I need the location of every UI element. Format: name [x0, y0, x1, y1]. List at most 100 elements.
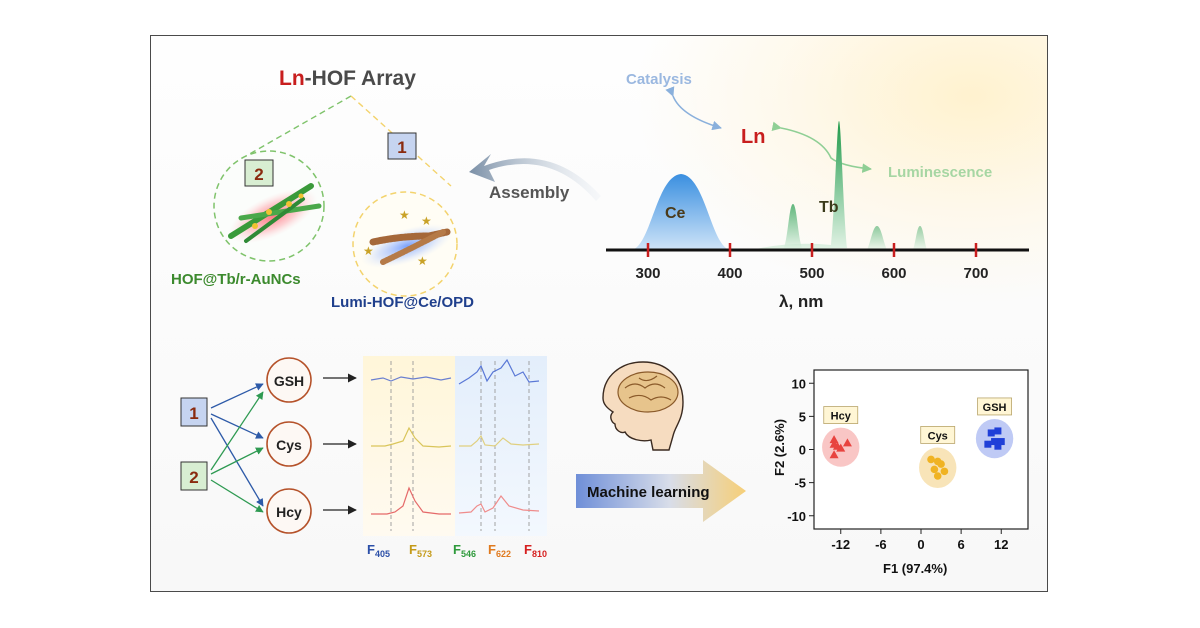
x-ticks: -12 -6 0 6 12 — [831, 529, 1008, 552]
y-ticks: 10 5 0 -5 -10 — [787, 376, 814, 524]
point-gsh — [997, 438, 1005, 446]
luminescence-arrow — [771, 121, 872, 173]
wavelength-tick-label-600: 600 — [881, 265, 906, 282]
point-gsh — [991, 438, 999, 446]
x-tick-label: 12 — [994, 537, 1008, 552]
catalysis-label: Catalysis — [626, 71, 692, 88]
cluster-label-gsh: GSH — [983, 402, 1007, 414]
catalysis-arrow — [665, 86, 722, 131]
cluster-labels: Hcy Cys GSH — [823, 397, 1012, 444]
analyte-cys-label: Cys — [276, 437, 302, 453]
ce-peak — [631, 174, 731, 250]
x-tick-label: -12 — [831, 537, 850, 552]
probe1-box-label: 1 — [397, 138, 406, 157]
connector-probe2 — [245, 95, 352, 157]
y-tick-label: 0 — [799, 443, 806, 458]
point-hcy — [829, 435, 839, 444]
svg-text:★: ★ — [417, 254, 428, 268]
feature-guides — [390, 361, 530, 531]
luminescence-label: Luminescence — [888, 164, 992, 181]
analyte-gsh-label: GSH — [274, 373, 304, 389]
array2-label: 2 — [189, 468, 198, 487]
point-gsh — [987, 429, 995, 437]
array-arrows — [210, 383, 264, 513]
tb-peak-620 — [913, 226, 927, 250]
x-axis-label: F1 (97.4%) — [883, 561, 947, 576]
feature-label-622: F622 — [488, 542, 511, 559]
probe1-name: Lumi-HOF@Ce/OPD — [331, 294, 474, 311]
y-tick-label: -5 — [794, 476, 806, 491]
assembly-label: Assembly — [489, 183, 570, 202]
connector-probe1 — [350, 95, 452, 187]
x-tick-label: 0 — [917, 537, 924, 552]
analyte-hcy-label: Hcy — [276, 504, 302, 520]
cluster-label-box-gsh — [977, 397, 1012, 416]
array1-label: 1 — [189, 404, 198, 423]
probe2-box-label: 2 — [254, 165, 263, 184]
ln-center-label: Ln — [741, 126, 765, 148]
point-gsh — [994, 442, 1002, 450]
point-cys — [930, 465, 939, 474]
feature-label-810: F810 — [524, 542, 547, 559]
hof-particles-brown — [369, 228, 451, 265]
feature-label-573: F573 — [409, 542, 432, 559]
y-axis-label: F2 (2.6%) — [772, 419, 787, 476]
response-spectra — [370, 358, 540, 515]
hof-rods-green — [228, 183, 322, 243]
figure-frame: Ln-HOF Array 2 HOF@Tb/r-AuNCs ★ ★ ★ ★ 1 … — [150, 35, 1048, 592]
x-tick-label: -6 — [875, 537, 887, 552]
wavelength-ticks: 300 400 500 600 700 — [635, 243, 989, 282]
array2-box — [180, 461, 208, 491]
analyte-cys: Cys — [266, 421, 312, 467]
feature-labels: F405 F573 F546 F622 F810 — [367, 542, 547, 559]
point-hcy — [829, 450, 839, 459]
point-gsh — [994, 427, 1002, 435]
feature-label-405: F405 — [367, 542, 390, 559]
point-cys — [927, 455, 935, 464]
y-tick-label: -10 — [787, 509, 806, 524]
analyte-hcy: Hcy — [266, 488, 312, 534]
feature-label-546: F546 — [453, 542, 476, 559]
assembly-arrow — [469, 154, 601, 201]
tb-peak-585 — [867, 226, 887, 250]
probe1-box — [387, 132, 417, 160]
x-tick-label: 6 — [958, 537, 965, 552]
point-gsh — [984, 440, 992, 448]
array-title-rest: -HOF Array — [305, 67, 417, 90]
machine-learning-arrow — [576, 460, 746, 522]
point-cys — [933, 472, 942, 480]
wavelength-tick-label-300: 300 — [635, 265, 660, 282]
array-title: Ln-HOF Array — [279, 67, 416, 90]
tb-peak-490 — [783, 204, 803, 250]
wavelength-tick-label-500: 500 — [799, 265, 824, 282]
ce-label: Ce — [665, 205, 686, 222]
y-tick-label: 10 — [792, 376, 806, 391]
probe2-box — [244, 159, 274, 187]
brain-head-icon — [602, 361, 684, 451]
wavelength-tick-label-400: 400 — [717, 265, 742, 282]
machine-learning-label: Machine learning — [587, 484, 710, 501]
point-hcy — [836, 443, 846, 452]
response-arrows — [323, 373, 357, 515]
point-cys — [940, 467, 949, 476]
tb-main-peak — [751, 121, 847, 250]
array-title-prefix: Ln — [279, 67, 305, 90]
point-hcy — [842, 438, 852, 447]
svg-text:★: ★ — [421, 214, 432, 228]
cluster-label-box-cys — [920, 426, 956, 444]
svg-text:★: ★ — [363, 244, 374, 258]
tb-label: Tb — [819, 199, 839, 216]
cluster-label-box-hcy — [823, 406, 859, 424]
svg-text:★: ★ — [399, 208, 410, 222]
probe2-name: HOF@Tb/r-AuNCs — [171, 271, 301, 288]
pca-scatter-plot: -12 -6 0 6 12 10 5 0 -5 -10 F1 (97.4%) F2 (2.6%)… — [772, 369, 1029, 576]
stars: ★ ★ ★ ★ — [363, 208, 432, 268]
figure-canvas: Ln-HOF Array 2 HOF@Tb/r-AuNCs ★ ★ ★ ★ 1 … — [171, 67, 1029, 576]
cluster-label-hcy: Hcy — [831, 411, 852, 423]
cluster-label-cys: Cys — [928, 430, 948, 442]
wavelength-tick-label-700: 700 — [963, 265, 988, 282]
y-tick-label: 5 — [799, 409, 806, 424]
wavelength-axis-label: λ, nm — [779, 292, 823, 311]
array1-box — [180, 397, 208, 427]
point-cys — [937, 460, 945, 468]
